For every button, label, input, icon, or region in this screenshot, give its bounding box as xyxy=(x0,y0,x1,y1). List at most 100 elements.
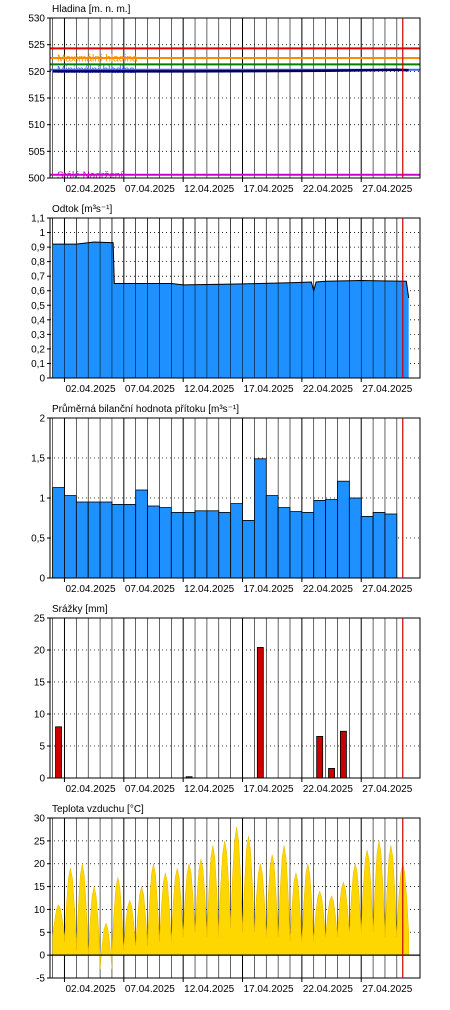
x-tick-label: 22.04.2025 xyxy=(303,584,353,595)
water-level-title: Hladina [m. n. m.] xyxy=(52,4,131,15)
outflow-line xyxy=(52,241,410,299)
limit-label: Stálé Nadržení xyxy=(57,170,123,181)
y-tick-label: 515 xyxy=(28,94,45,105)
y-tick-label: 25 xyxy=(34,836,46,847)
x-tick-label: 27.04.2025 xyxy=(362,384,412,395)
x-tick-label: 07.04.2025 xyxy=(125,384,175,395)
limit-label: Maximální hladina xyxy=(57,54,138,65)
x-tick-label: 22.04.2025 xyxy=(303,984,353,995)
x-tick-label: 17.04.2025 xyxy=(244,384,294,395)
y-tick-label: 2 xyxy=(39,414,45,425)
plot-frame xyxy=(49,617,421,779)
y-tick-label: 0,7 xyxy=(31,272,45,283)
inflow-bar xyxy=(135,489,148,579)
y-tick-label: 525 xyxy=(28,40,45,51)
inflow-bar xyxy=(75,501,89,579)
panel-outflow: Odtok [m³s⁻¹] 0 0,1 0,2 0,3 0,4 0,5 0,6 0,7 0,8 0… xyxy=(31,204,421,395)
y-tick-label: 15 xyxy=(34,678,46,689)
inflow-bar xyxy=(194,510,208,579)
y-tick-label: 20 xyxy=(34,859,46,870)
y-tick-label: -5 xyxy=(36,974,45,985)
y-tick-label: 5 xyxy=(39,742,45,753)
x-tick-label: 17.04.2025 xyxy=(244,984,294,995)
x-tick-label: 02.04.2025 xyxy=(65,784,115,795)
plot-frame xyxy=(49,217,421,379)
inflow-bar xyxy=(64,495,77,579)
panel-precipitation: Srážky [mm] 0 5 10 15 20 25 02.04.2025 07.04.20… xyxy=(34,604,421,795)
inflow-bar xyxy=(242,520,255,579)
x-tick-label: 02.04.2025 xyxy=(65,584,115,595)
x-tick-label: 12.04.2025 xyxy=(184,784,234,795)
plot-frame xyxy=(49,817,421,979)
inflow-title: Průměrná bilanční hodnota přítoku [m³s⁻¹… xyxy=(52,403,239,415)
y-tick-label: 510 xyxy=(28,120,45,131)
x-tick-label: 02.04.2025 xyxy=(65,384,115,395)
inflow-bar xyxy=(301,512,315,579)
y-tick-label: 0,3 xyxy=(31,330,45,341)
inflow-bar xyxy=(87,501,101,579)
y-tick-label: 1 xyxy=(39,494,45,505)
panel-air-temperature: Teplota vzduchu [°C] -5 0 5 10 15 20 25 30 02.04… xyxy=(34,804,421,995)
x-tick-label: 27.04.2025 xyxy=(362,584,412,595)
precipitation-bar xyxy=(340,730,347,779)
x-tick-label: 22.04.2025 xyxy=(303,384,353,395)
inflow-bar xyxy=(337,480,350,579)
precipitation-title: Srážky [mm] xyxy=(52,604,108,615)
temperature-area xyxy=(52,827,409,969)
air-temperature-title: Teplota vzduchu [°C] xyxy=(52,804,144,815)
inflow-bar xyxy=(147,505,160,579)
precipitation-bar xyxy=(316,736,324,779)
x-tick-label: 12.04.2025 xyxy=(184,584,234,595)
x-tick-label: 27.04.2025 xyxy=(362,984,412,995)
precipitation-bar xyxy=(55,726,62,779)
y-tick-label: 25 xyxy=(34,614,46,625)
inflow-bar xyxy=(265,495,279,579)
x-tick-label: 17.04.2025 xyxy=(244,784,294,795)
inflow-bar xyxy=(348,497,362,579)
inflow-bar xyxy=(111,503,125,579)
inflow-bar xyxy=(289,511,303,579)
y-tick-label: 0,1 xyxy=(31,359,45,370)
panel-water-level: Hladina [m. n. m.] 500 505 510 515 520 525 530… xyxy=(28,4,421,195)
x-tick-label: 07.04.2025 xyxy=(125,584,175,595)
y-tick-label: 0,9 xyxy=(31,243,45,254)
plot-frame xyxy=(49,17,421,179)
x-tick-label: 02.04.2025 xyxy=(65,184,115,195)
x-tick-label: 22.04.2025 xyxy=(303,184,353,195)
inflow-bar xyxy=(123,503,137,579)
x-tick-label: 07.04.2025 xyxy=(125,984,175,995)
precipitation-bar xyxy=(256,647,264,779)
y-tick-label: 0,5 xyxy=(31,301,45,312)
inflow-bar xyxy=(159,507,172,579)
y-tick-label: 500 xyxy=(28,174,45,185)
y-tick-label: 1,1 xyxy=(31,214,45,225)
y-tick-label: 505 xyxy=(28,147,45,158)
y-tick-label: 0 xyxy=(39,374,45,385)
plot-frame xyxy=(49,417,421,579)
inflow-bar xyxy=(313,499,327,579)
inflow-bar xyxy=(360,516,374,579)
y-tick-label: 0 xyxy=(39,574,45,585)
y-tick-label: 15 xyxy=(34,882,46,893)
y-tick-label: 0,6 xyxy=(31,286,45,297)
y-tick-label: 0,2 xyxy=(31,344,45,355)
y-tick-label: 0,5 xyxy=(31,534,45,545)
inflow-bar xyxy=(218,512,232,579)
x-tick-label: 22.04.2025 xyxy=(303,784,353,795)
y-tick-label: 20 xyxy=(34,646,46,657)
x-tick-label: 12.04.2025 xyxy=(184,384,234,395)
y-tick-label: 530 xyxy=(28,14,45,25)
panel-inflow: Průměrná bilanční hodnota přítoku [m³s⁻¹… xyxy=(31,403,421,595)
inflow-bar xyxy=(277,507,291,579)
water-level-series xyxy=(52,68,409,73)
inflow-bar xyxy=(99,501,113,579)
y-tick-label: 5 xyxy=(39,928,45,939)
y-tick-label: 10 xyxy=(34,905,46,916)
y-tick-label: 0 xyxy=(39,774,45,785)
y-tick-label: 0,8 xyxy=(31,257,45,268)
outflow-title: Odtok [m³s⁻¹] xyxy=(52,204,113,215)
inflow-bar xyxy=(372,512,386,579)
y-tick-label: 0,4 xyxy=(31,315,45,326)
inflow-bar xyxy=(325,499,338,579)
